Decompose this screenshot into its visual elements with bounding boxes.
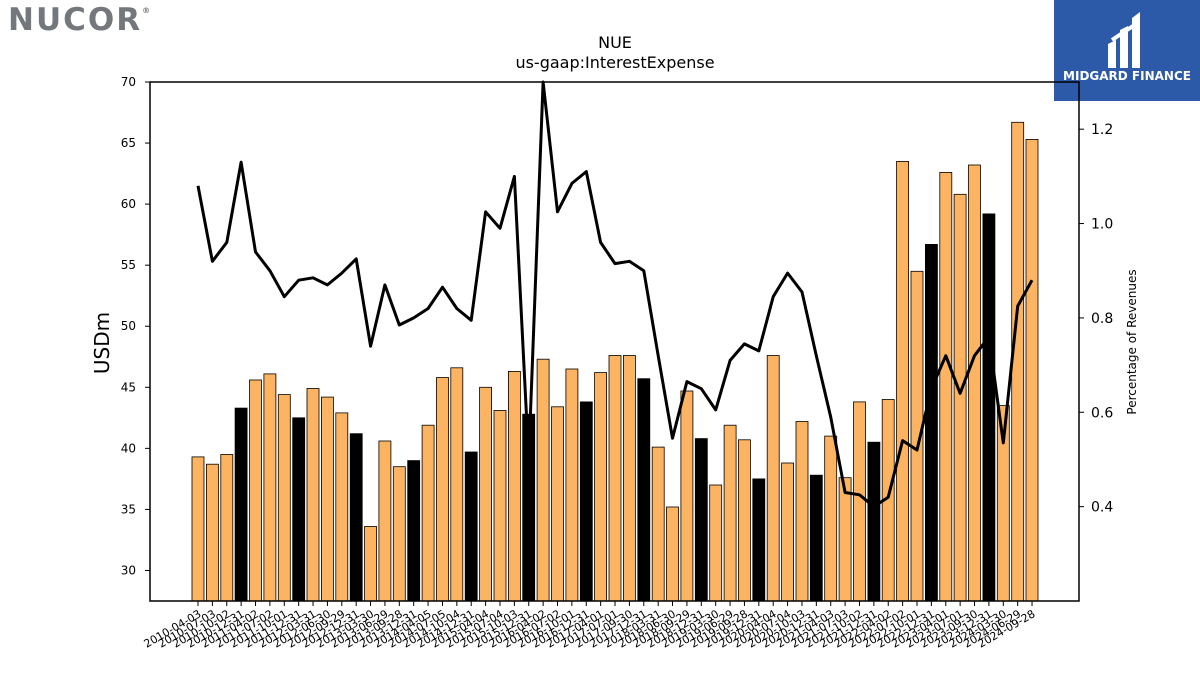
bar xyxy=(953,193,967,602)
y2-tick-label: 1.0 xyxy=(1091,217,1113,233)
nucor-logo: NUCOR® xyxy=(8,2,150,38)
registered-mark: ® xyxy=(142,6,151,15)
bar xyxy=(551,406,564,602)
bar xyxy=(378,440,392,602)
y-tick-label: 45 xyxy=(121,380,136,394)
y2-axis-label: Percentage of Revenues xyxy=(1125,269,1139,414)
y2-tick-label: 0.6 xyxy=(1091,405,1113,421)
nucor-logo-text: NUCOR xyxy=(8,2,143,38)
bar xyxy=(925,243,938,602)
bar xyxy=(464,451,478,602)
bar xyxy=(407,460,421,602)
bar xyxy=(536,358,550,602)
bar xyxy=(723,424,737,602)
bar xyxy=(1011,121,1025,602)
bar xyxy=(824,435,838,602)
bar xyxy=(493,410,507,602)
bar xyxy=(939,171,953,602)
bar xyxy=(781,462,794,602)
bar xyxy=(795,421,809,602)
bar xyxy=(349,433,363,602)
bar xyxy=(249,379,262,602)
y-axis-label: USDm xyxy=(90,312,114,374)
y-tick-label: 70 xyxy=(121,75,136,89)
y-tick-label: 60 xyxy=(121,197,136,211)
bar xyxy=(205,463,219,602)
bar xyxy=(436,377,449,602)
y-tick-label: 65 xyxy=(121,136,136,150)
bar xyxy=(507,370,521,602)
chart-subtitle: us-gaap:InterestExpense xyxy=(515,53,714,72)
bar xyxy=(191,456,205,602)
y2-tick-label: 0.4 xyxy=(1091,500,1113,516)
bar xyxy=(565,368,579,602)
bar xyxy=(608,355,622,602)
bar xyxy=(292,417,306,602)
bar xyxy=(392,466,406,602)
y-tick-label: 35 xyxy=(121,502,136,516)
axes-group: 3035404550556065700.40.60.81.01.22010-04… xyxy=(121,75,1114,651)
y2-tick-label: 1.2 xyxy=(1091,122,1113,138)
y-tick-label: 40 xyxy=(121,441,136,455)
bar xyxy=(234,407,248,602)
plot-frame xyxy=(149,81,1080,602)
bar xyxy=(651,446,665,602)
bar xyxy=(263,373,277,602)
y-tick-label: 30 xyxy=(121,563,136,577)
chart-title: NUE xyxy=(598,33,632,52)
bar xyxy=(579,401,593,602)
midgard-logo-icon xyxy=(1108,12,1140,68)
midgard-logo-text: MIDGARD FINANCE xyxy=(1063,69,1191,83)
bar xyxy=(752,478,766,602)
bar xyxy=(853,401,866,602)
bar xyxy=(766,355,780,602)
bar xyxy=(680,390,694,602)
revenue-ratio-line xyxy=(196,80,1034,509)
bar xyxy=(709,484,723,602)
bar xyxy=(421,424,435,602)
bar xyxy=(320,396,334,602)
bar xyxy=(450,367,464,602)
bar xyxy=(968,164,981,602)
bar xyxy=(694,438,708,602)
bar xyxy=(867,441,881,602)
bar xyxy=(220,454,234,602)
bar xyxy=(982,213,996,602)
bar xyxy=(479,386,493,602)
bar xyxy=(896,160,909,602)
y-tick-label: 50 xyxy=(121,319,136,333)
bar xyxy=(623,355,636,602)
bars-group xyxy=(191,121,1039,602)
bar xyxy=(637,378,651,602)
bar xyxy=(738,439,751,602)
bar xyxy=(809,474,823,602)
bar xyxy=(1025,138,1039,602)
bar xyxy=(306,388,320,602)
bar xyxy=(838,477,852,602)
bar xyxy=(335,412,349,602)
bar xyxy=(277,394,291,602)
y-tick-label: 55 xyxy=(121,258,136,272)
bar xyxy=(666,506,679,602)
bar xyxy=(594,372,607,602)
bar xyxy=(364,526,378,602)
y2-tick-label: 0.8 xyxy=(1091,311,1113,327)
